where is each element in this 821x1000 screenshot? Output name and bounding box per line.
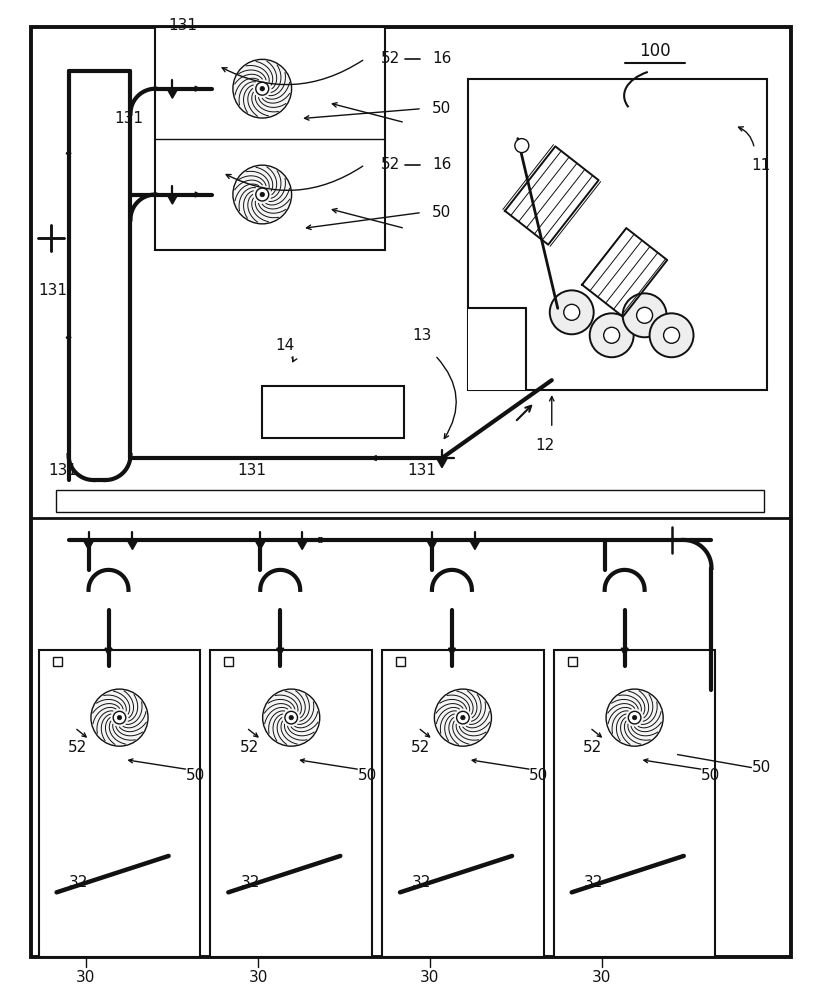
Text: 14: 14	[276, 338, 295, 353]
Text: 52: 52	[380, 157, 400, 172]
Bar	[262, 386, 404, 438]
Bar	[210, 650, 372, 957]
Text: 50: 50	[433, 205, 452, 220]
Text: 16: 16	[433, 157, 452, 172]
Polygon shape	[297, 540, 308, 550]
Circle shape	[603, 327, 620, 343]
Circle shape	[622, 293, 667, 337]
Circle shape	[256, 82, 268, 95]
Circle shape	[461, 715, 466, 720]
Polygon shape	[167, 195, 178, 204]
Circle shape	[606, 689, 663, 746]
Text: 52: 52	[68, 740, 87, 755]
Text: 12: 12	[535, 438, 554, 453]
Circle shape	[256, 188, 268, 201]
Text: 131: 131	[238, 463, 267, 478]
Text: 32: 32	[69, 875, 88, 890]
Circle shape	[113, 711, 126, 724]
Circle shape	[117, 715, 122, 720]
Bar	[468, 308, 525, 390]
Bar	[53, 657, 62, 666]
Polygon shape	[83, 540, 94, 550]
Bar	[56, 490, 764, 512]
Circle shape	[649, 313, 694, 357]
Circle shape	[636, 307, 653, 323]
Bar	[468, 79, 768, 390]
Bar	[568, 657, 576, 666]
Circle shape	[550, 290, 594, 334]
Text: 11: 11	[752, 158, 771, 173]
Text: 131: 131	[48, 463, 77, 478]
Polygon shape	[582, 228, 667, 317]
Polygon shape	[470, 540, 480, 550]
Circle shape	[233, 59, 291, 118]
Text: 52: 52	[240, 740, 259, 755]
Circle shape	[434, 689, 492, 746]
Text: 131: 131	[167, 18, 197, 33]
Circle shape	[589, 313, 634, 357]
Circle shape	[91, 689, 148, 746]
Polygon shape	[437, 458, 447, 468]
Circle shape	[233, 165, 291, 224]
Circle shape	[663, 327, 680, 343]
Bar	[224, 657, 233, 666]
Polygon shape	[505, 146, 599, 245]
Circle shape	[260, 192, 264, 197]
Text: 32: 32	[241, 875, 260, 890]
Text: 32: 32	[412, 875, 432, 890]
Polygon shape	[255, 540, 266, 550]
Circle shape	[260, 86, 264, 91]
Text: 32: 32	[584, 875, 603, 890]
Text: 131: 131	[407, 463, 437, 478]
Text: 50: 50	[433, 101, 452, 116]
Text: 50: 50	[530, 768, 548, 783]
Text: 50: 50	[701, 768, 720, 783]
Bar	[553, 650, 715, 957]
Polygon shape	[127, 540, 138, 550]
Text: 30: 30	[420, 970, 440, 985]
Polygon shape	[427, 540, 438, 550]
Text: 131: 131	[114, 111, 143, 126]
Circle shape	[628, 711, 641, 724]
Text: 50: 50	[357, 768, 377, 783]
Text: 52: 52	[411, 740, 430, 755]
Bar	[382, 650, 544, 957]
Text: 30: 30	[76, 970, 95, 985]
Text: 52: 52	[380, 51, 400, 66]
Text: 100: 100	[639, 42, 671, 60]
Circle shape	[285, 711, 297, 724]
Text: 30: 30	[592, 970, 612, 985]
Circle shape	[263, 689, 319, 746]
Text: 52: 52	[583, 740, 603, 755]
Circle shape	[515, 139, 529, 153]
Circle shape	[632, 715, 637, 720]
Circle shape	[564, 304, 580, 320]
Polygon shape	[167, 89, 178, 98]
Bar	[39, 650, 200, 957]
Circle shape	[456, 711, 469, 724]
Text: 50: 50	[186, 768, 205, 783]
Circle shape	[289, 715, 293, 720]
Bar	[396, 657, 405, 666]
Text: 30: 30	[249, 970, 268, 985]
Text: 13: 13	[412, 328, 432, 343]
Text: 16: 16	[433, 51, 452, 66]
Bar	[155, 27, 385, 250]
Text: 131: 131	[38, 283, 67, 298]
Text: 50: 50	[752, 760, 771, 775]
